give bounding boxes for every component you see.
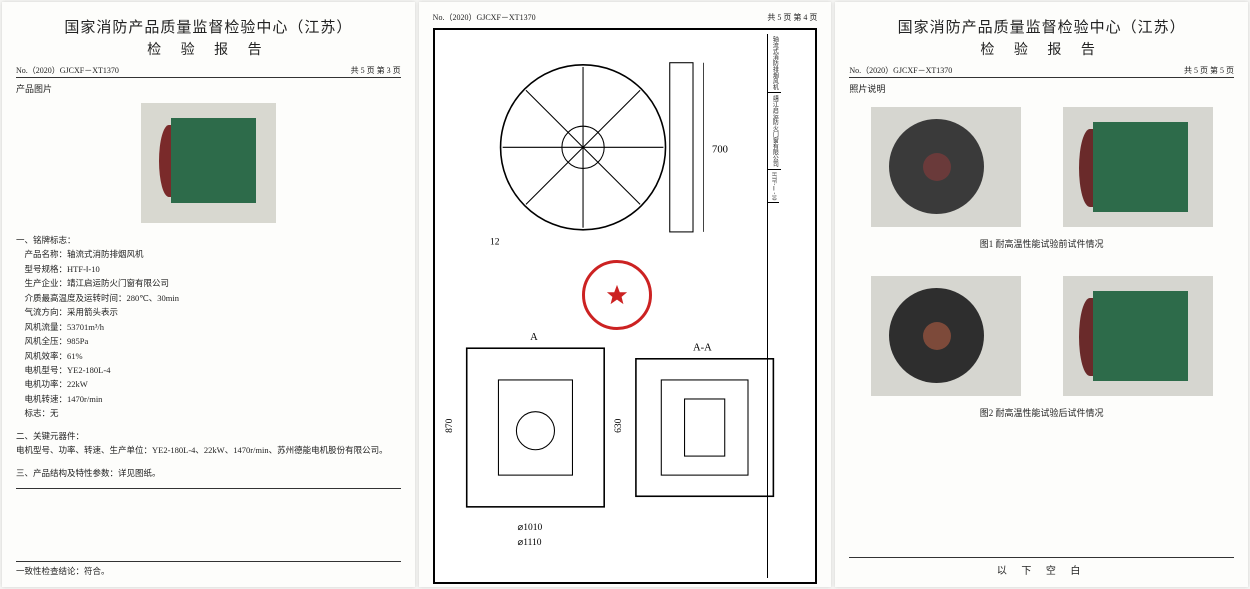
spec-row: 产品名称：轴流式消防排烟风机 xyxy=(16,247,401,261)
spec-row: 型号规格：HTF-Ⅰ-10 xyxy=(16,262,401,276)
section-aa: A-A xyxy=(693,342,712,353)
spec-row: 介质最高温度及运转时间：280℃、30min xyxy=(16,291,401,305)
conclusion: 一致性检查结论：符合。 xyxy=(16,561,401,577)
doc-no-4: No.（2020）GJCXF－XT1370 xyxy=(433,12,536,23)
dim-1010: ⌀1010 xyxy=(517,523,542,533)
photo-row-2 xyxy=(849,276,1234,396)
tb-company: 靖江启运防火门窗有限公司 xyxy=(768,93,781,170)
report-title-5: 检 验 报 告 xyxy=(849,39,1234,59)
section-photo-label: 产品图片 xyxy=(16,82,401,95)
section-nameplate: 一、铭牌标志： xyxy=(16,233,401,247)
photo-after-side xyxy=(1063,276,1213,396)
dim-700: 700 xyxy=(712,145,728,156)
report-page-4: No.（2020）GJCXF－XT1370 共 5 页 第 4 页 700 12 xyxy=(419,2,832,587)
tb-model: HTF-Ⅰ-10 xyxy=(768,170,779,203)
photo-before-side xyxy=(1063,107,1213,227)
org-title: 国家消防产品质量监督检验中心（江苏） xyxy=(16,16,401,37)
fan-body-graphic xyxy=(171,118,256,203)
spec-row: 标志：无 xyxy=(16,406,401,420)
doc-no: No.（2020）GJCXF－XT1370 xyxy=(16,65,119,76)
header-meta-5: No.（2020）GJCXF－XT1370 共 5 页 第 5 页 xyxy=(849,65,1234,78)
photo-before-front xyxy=(871,107,1021,227)
red-seal-stamp xyxy=(582,260,652,330)
org-title-5: 国家消防产品质量监督检验中心（江苏） xyxy=(849,16,1234,37)
nameplate-specs: 一、铭牌标志： 产品名称：轴流式消防排烟风机 型号规格：HTF-Ⅰ-10 生产企… xyxy=(16,233,401,480)
fan-side-graphic xyxy=(1093,122,1188,212)
doc-no-5: No.（2020）GJCXF－XT1370 xyxy=(849,65,952,76)
spec-row: 电机型号：YE2-180L-4 xyxy=(16,363,401,377)
drawing-titleblock: 轴流式消防排烟风机 靖江启运防火门窗有限公司 HTF-Ⅰ-10 xyxy=(767,34,811,578)
section-struct: 三、产品结构及特性参数：详见图纸。 xyxy=(16,466,401,480)
key-components-text: 电机型号、功率、转速、生产单位：YE2-180L-4、22kW、1470r/mi… xyxy=(16,443,401,457)
section-key-label: 二、关键元器件： xyxy=(16,429,401,443)
spec-row: 风机效率：61% xyxy=(16,349,401,363)
engineering-drawing: 700 12 870 ⌀1010 ⌀1110 A 630 A-A xyxy=(433,28,818,584)
spec-row: 生产企业：靖江启运防火门窗有限公司 xyxy=(16,276,401,290)
section-photo-desc: 照片说明 xyxy=(849,82,1234,95)
photo-after-front xyxy=(871,276,1021,396)
dim-630: 630 xyxy=(614,418,624,433)
page-title-block-5: 国家消防产品质量监督检验中心（江苏） 检 验 报 告 xyxy=(849,16,1234,59)
spec-row: 电机转速：1470r/min xyxy=(16,392,401,406)
report-page-3: 国家消防产品质量监督检验中心（江苏） 检 验 报 告 No.（2020）GJCX… xyxy=(2,2,415,587)
blank-below: 以 下 空 白 xyxy=(849,557,1234,577)
fan-hub-graphic-2 xyxy=(923,322,951,350)
spec-row: 风机全压：985Pa xyxy=(16,334,401,348)
dim-12: 12 xyxy=(490,238,500,248)
spec-row: 电机功率：22kW xyxy=(16,377,401,391)
photo-row-1 xyxy=(849,107,1234,227)
spec-row: 风机流量：53701m³/h xyxy=(16,320,401,334)
header-meta-4: No.（2020）GJCXF－XT1370 共 5 页 第 4 页 xyxy=(433,12,818,24)
section-a: A xyxy=(530,332,538,343)
report-page-5: 国家消防产品质量监督检验中心（江苏） 检 验 报 告 No.（2020）GJCX… xyxy=(835,2,1248,587)
product-photo xyxy=(141,103,276,223)
pager: 共 5 页 第 3 页 xyxy=(351,65,401,76)
fan-hub-graphic xyxy=(923,153,951,181)
dim-1110: ⌀1110 xyxy=(517,538,541,548)
fan-side-graphic-2 xyxy=(1093,291,1188,381)
pager-5: 共 5 页 第 5 页 xyxy=(1184,65,1234,76)
caption-1: 图1 耐高温性能试验前试件情况 xyxy=(849,237,1234,250)
spec-row: 气流方向：采用箭头表示 xyxy=(16,305,401,319)
page-title-block: 国家消防产品质量监督检验中心（江苏） 检 验 报 告 xyxy=(16,16,401,59)
dim-870: 870 xyxy=(445,418,455,433)
caption-2: 图2 耐高温性能试验后试件情况 xyxy=(849,406,1234,419)
header-meta: No.（2020）GJCXF－XT1370 共 5 页 第 3 页 xyxy=(16,65,401,78)
report-title: 检 验 报 告 xyxy=(16,39,401,59)
pager-4: 共 5 页 第 4 页 xyxy=(767,12,817,23)
tb-product: 轴流式消防排烟风机 xyxy=(768,34,781,93)
